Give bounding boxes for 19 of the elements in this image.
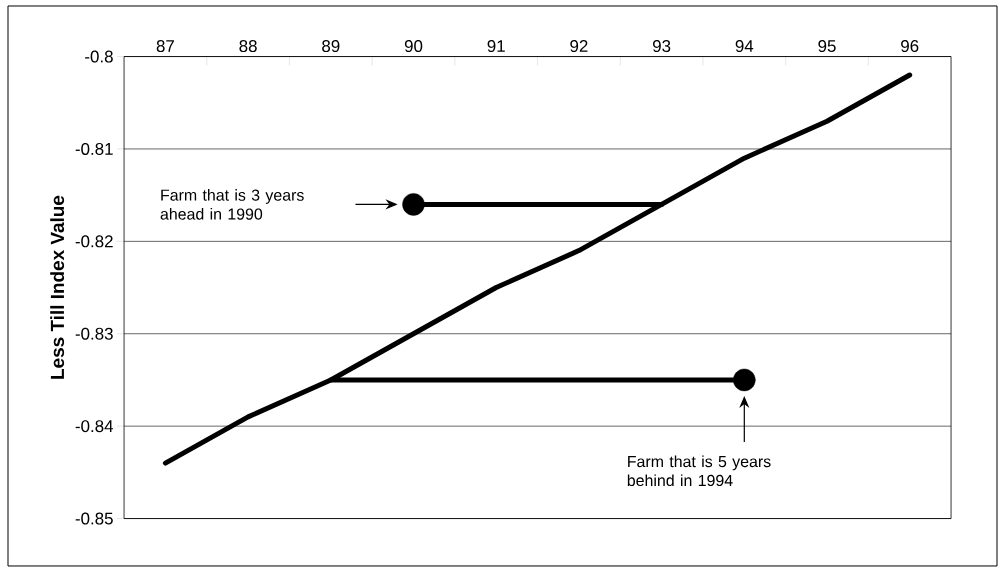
y-tick-label: -0.8 [85, 50, 113, 63]
x-tick-label: 93 [652, 40, 671, 53]
x-tick-label: 92 [570, 40, 588, 53]
x-tick-label: 94 [735, 40, 754, 53]
y-tick-label: -0.83 [75, 327, 113, 340]
annotation: Farm that is 3 years ahead in 1990 [160, 189, 304, 220]
y-axis-title: Less Till Index Value [50, 195, 65, 379]
y-tick-label: -0.82 [75, 235, 113, 248]
y-tick-label: -0.85 [75, 512, 113, 525]
annotation: Farm that is 5 years behind in 1994 [627, 455, 771, 487]
y-tick-label: -0.84 [75, 420, 114, 433]
x-tick-label: 90 [404, 40, 423, 53]
x-tick-label: 88 [239, 40, 257, 53]
y-tick-label: -0.81 [75, 142, 113, 155]
x-tick-label: 96 [901, 40, 919, 53]
x-tick-label: 89 [322, 40, 340, 53]
x-tick-label: 87 [156, 40, 174, 53]
x-tick-label: 91 [487, 40, 505, 53]
x-tick-label: 95 [818, 40, 836, 53]
